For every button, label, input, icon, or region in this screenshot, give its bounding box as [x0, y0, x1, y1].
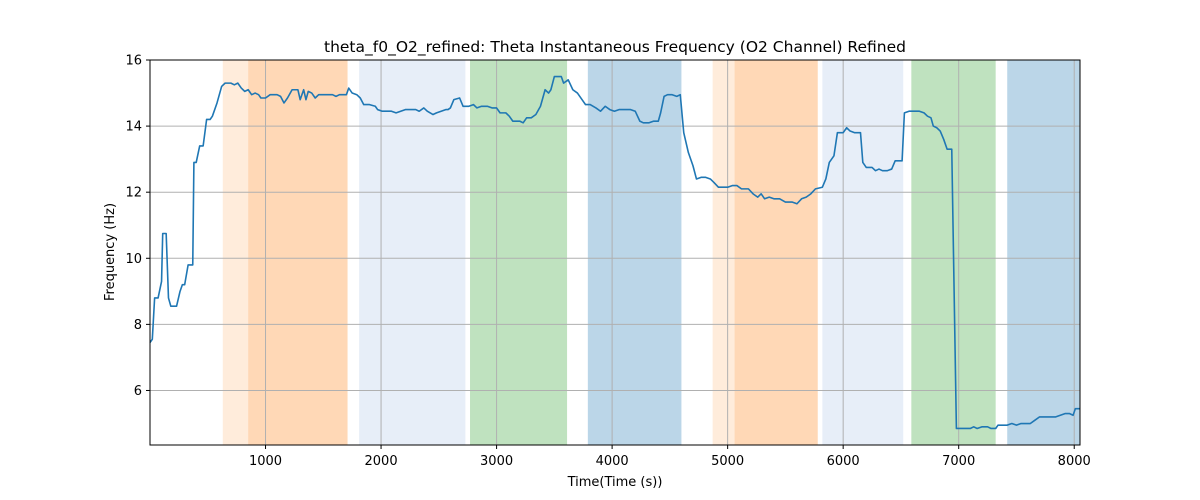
highlight-band-7: [734, 60, 818, 445]
x-axis: 1000 2000 3000 4000 5000 6000 7000 8000: [249, 445, 1091, 469]
x-tick-label-4000: 4000: [596, 454, 629, 469]
y-tick-label-6: 6: [134, 384, 142, 399]
series-group: [149, 75, 1080, 430]
y-axis-title: Frequency (Hz): [103, 203, 118, 301]
y-tick-label-12: 12: [125, 186, 142, 201]
x-tick-label-7000: 7000: [942, 454, 975, 469]
highlight-bands: [222, 60, 1080, 445]
highlight-band-3: [359, 60, 466, 445]
highlight-band-10: [1007, 60, 1080, 445]
y-axis: 6 8 10 12 14 16: [125, 54, 150, 399]
y-tick-label-16: 16: [125, 54, 142, 69]
highlight-band-4: [470, 60, 568, 445]
y-tick-label-14: 14: [125, 120, 142, 135]
y-tick-label-10: 10: [125, 252, 142, 267]
x-tick-label-6000: 6000: [827, 454, 860, 469]
x-tick-label-1000: 1000: [249, 454, 282, 469]
y-tick-label-8: 8: [134, 318, 142, 333]
x-tick-label-8000: 8000: [1058, 454, 1091, 469]
x-tick-label-3000: 3000: [480, 454, 513, 469]
highlight-band-8: [822, 60, 904, 445]
highlight-band-2: [248, 60, 348, 445]
x-axis-title: Time(Time (s)): [567, 475, 663, 490]
highlight-band-5: [587, 60, 682, 445]
chart-title: theta_f0_O2_refined: Theta Instantaneous…: [324, 38, 906, 57]
series-line-1: [149, 75, 1080, 430]
highlight-band-1: [222, 60, 249, 445]
highlight-band-6: [712, 60, 735, 445]
x-tick-label-2000: 2000: [365, 454, 398, 469]
x-tick-label-5000: 5000: [711, 454, 744, 469]
plot-frame: [149, 59, 1081, 446]
